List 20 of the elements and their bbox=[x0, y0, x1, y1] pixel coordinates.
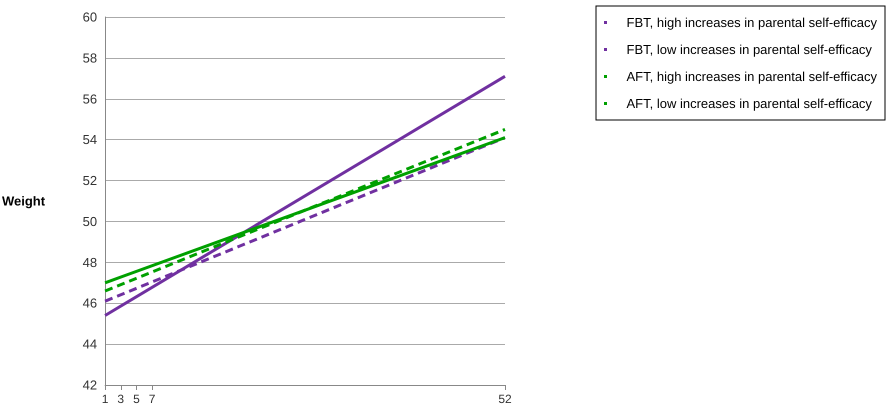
y-tick-label: 44 bbox=[82, 336, 98, 352]
y-tick-label: 48 bbox=[82, 254, 98, 270]
y-tick-label: 52 bbox=[82, 173, 98, 188]
x-tick-label: 3 bbox=[117, 392, 124, 406]
x-tick-label: 1 bbox=[102, 392, 109, 406]
y-tick-label: 56 bbox=[82, 91, 98, 106]
legend-label: FBT, low increases in parental self-efficacy bbox=[626, 42, 872, 57]
legend-label: AFT, high increases in parental self-efficacy bbox=[626, 69, 878, 84]
y-tick-label: 58 bbox=[82, 50, 98, 66]
y-tick-label: 42 bbox=[82, 378, 98, 392]
x-tick-label: 52 bbox=[498, 392, 512, 406]
x-tick-label: 7 bbox=[148, 392, 156, 406]
legend-label: AFT, low increases in parental self-efficacy bbox=[626, 96, 872, 111]
y-tick-label: 60 bbox=[82, 10, 98, 24]
y-tick-label: 46 bbox=[82, 296, 98, 311]
y-tick-label: 54 bbox=[82, 132, 98, 148]
y-tick-label: 50 bbox=[82, 214, 98, 229]
legend-label: FBT, high increases in parental self-efficacy bbox=[626, 15, 878, 30]
y-axis-title: Weight bbox=[2, 194, 46, 208]
x-tick-label: 5 bbox=[133, 392, 140, 406]
